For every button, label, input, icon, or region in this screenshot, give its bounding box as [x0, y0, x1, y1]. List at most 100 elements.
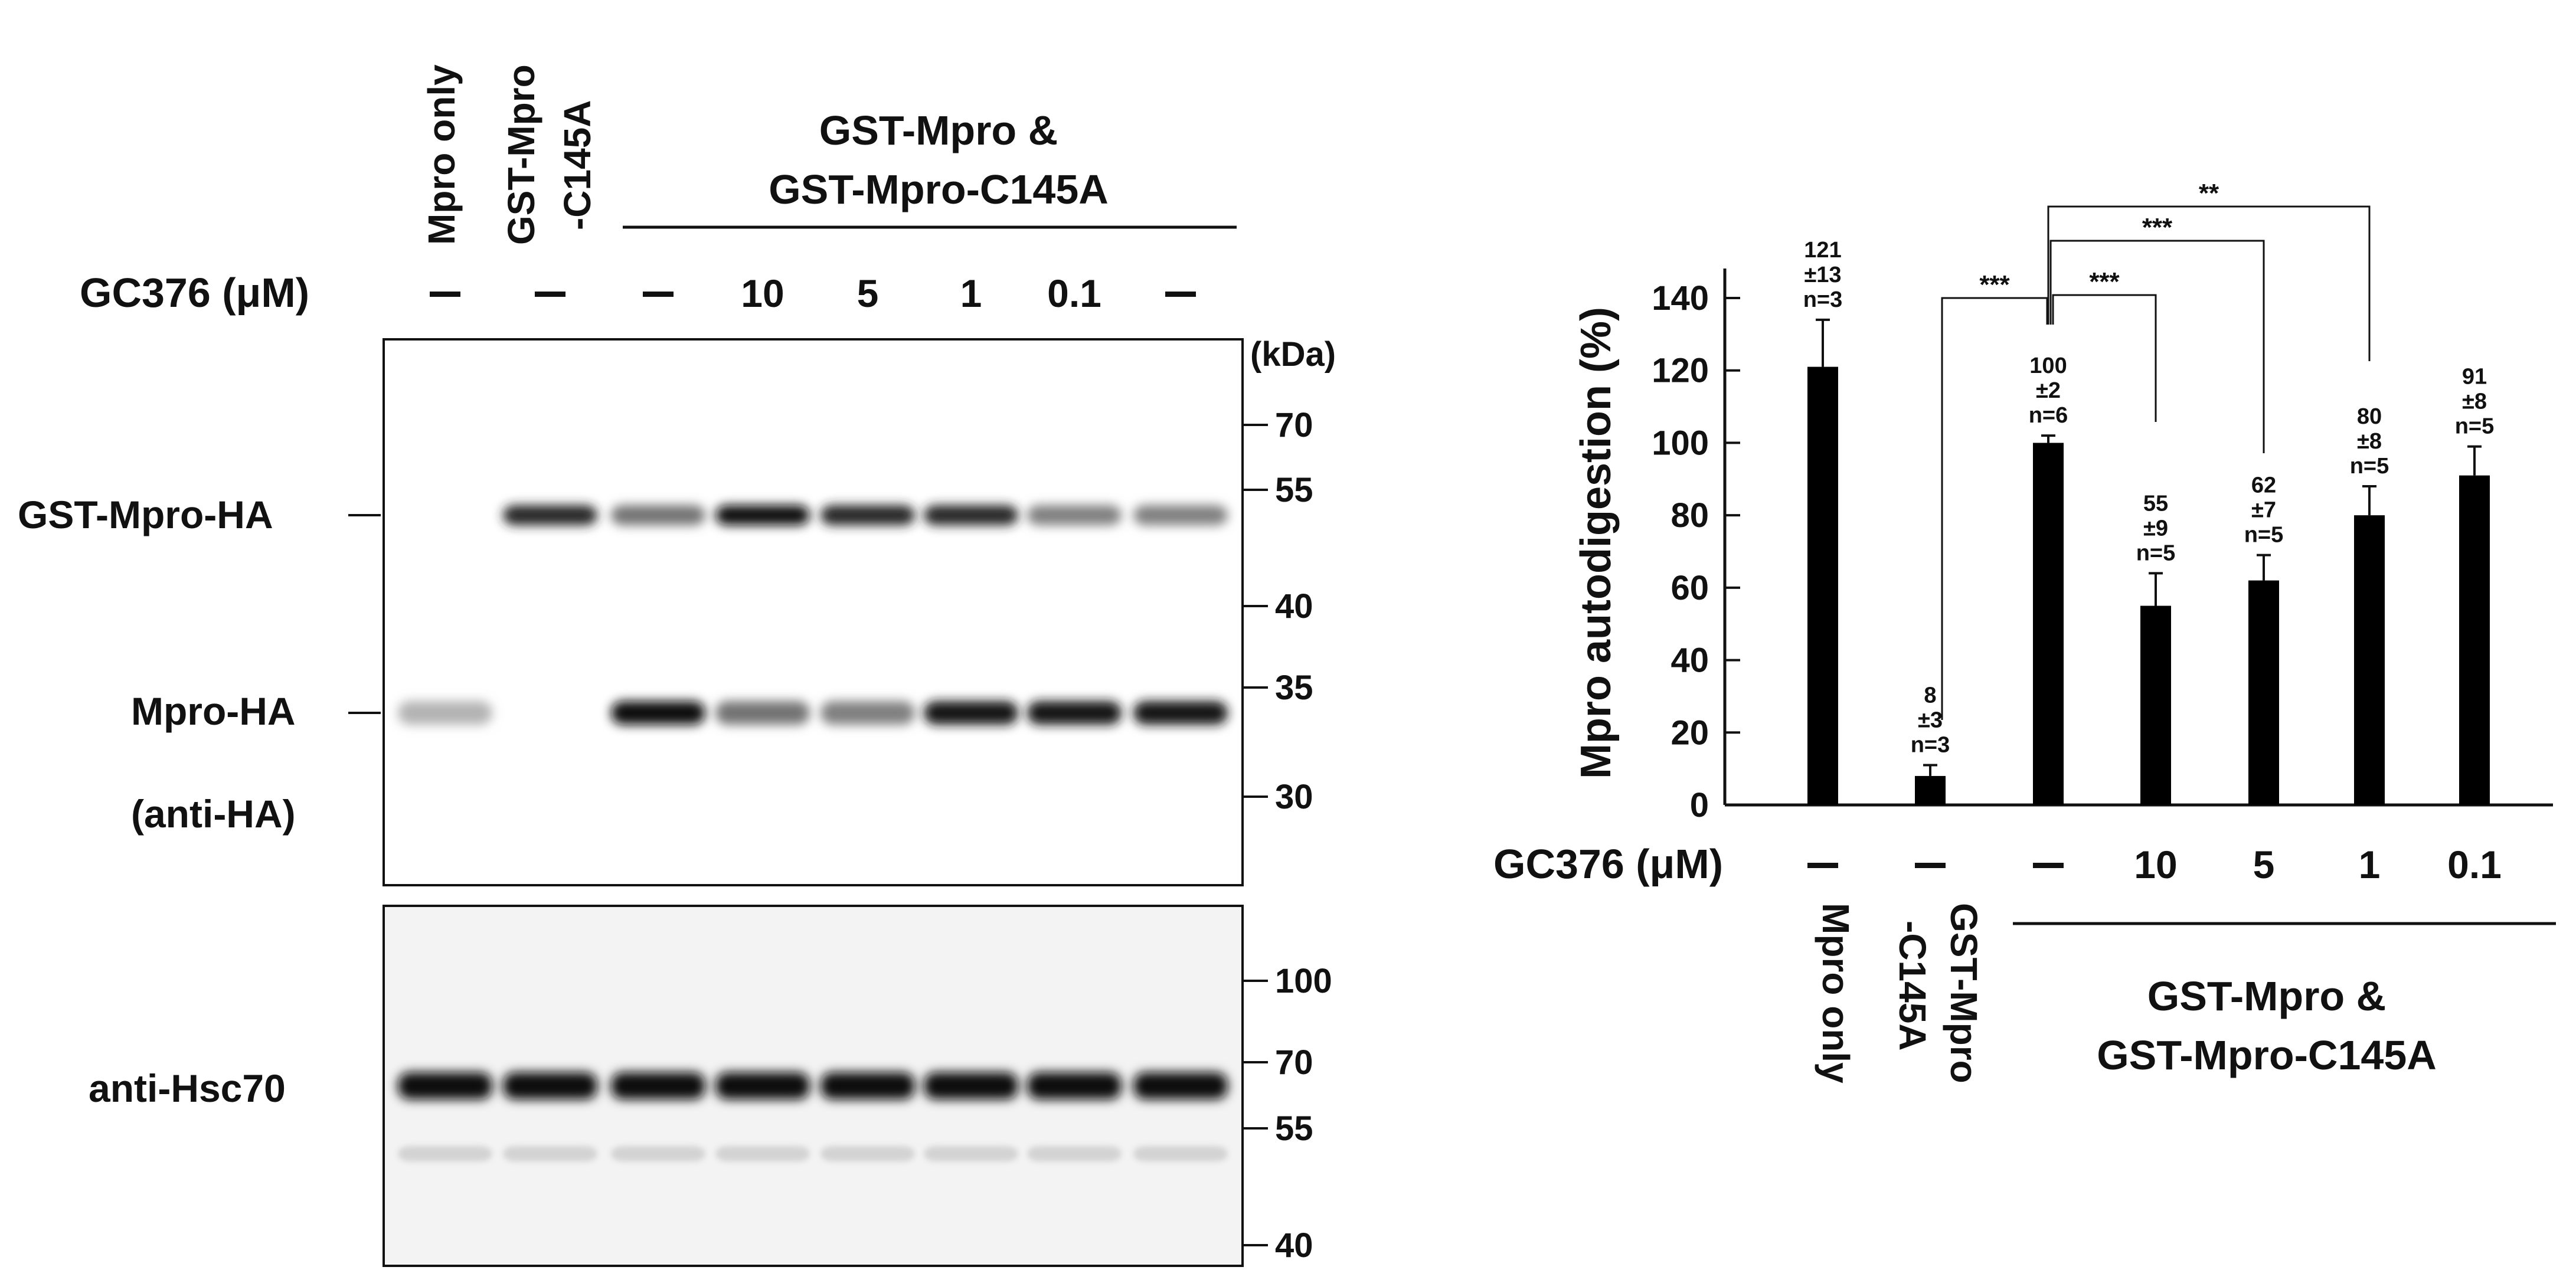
- bar-annotation: n=6: [2029, 403, 2068, 428]
- significance-bracket: [2052, 294, 2157, 422]
- significance-label: **: [2199, 179, 2219, 208]
- band-lane-6: [924, 1072, 1018, 1099]
- marker-40-hsc: 40: [1275, 1226, 1313, 1265]
- bar-annotation: n=3: [1803, 287, 1843, 312]
- band-lane-4: [715, 1072, 810, 1099]
- y-tick-label: 60: [1671, 569, 1709, 607]
- gst-mpro-ha-label: GST-Mpro-HA: [18, 493, 273, 536]
- band-lane-4: [715, 701, 810, 725]
- band-lane-8: [1133, 701, 1228, 725]
- bar: [2248, 580, 2279, 805]
- anti-ha-label: (anti-HA): [131, 792, 296, 836]
- chart-gc376-values: 10 5 1 0.1: [1807, 843, 2502, 886]
- chart-gc376-value: 5: [2253, 843, 2275, 886]
- band-lane-5: [820, 701, 915, 725]
- bar-annotation: 62: [2251, 473, 2276, 498]
- blot-gc376-value-dash: [430, 292, 460, 297]
- band-lane-5: [820, 1146, 915, 1161]
- y-tick-label: 80: [1671, 496, 1709, 535]
- band-lane-1: [398, 1072, 492, 1099]
- y-tick-label: 140: [1652, 279, 1709, 317]
- chart-group-label-line2: GST-Mpro-C145A: [2097, 1032, 2437, 1078]
- chart-gc376-label: GC376 (μM): [1493, 841, 1723, 887]
- band-lane-5: [820, 1072, 915, 1099]
- band-lane-7: [1027, 505, 1122, 525]
- marker-70-hsc: 70: [1275, 1043, 1313, 1082]
- group-label-line2: GST-Mpro-C145A: [769, 166, 1109, 212]
- bar-annotation: ±9: [2143, 516, 2168, 541]
- marker-100: 100: [1275, 962, 1332, 1000]
- lane-label-mpro-only: Mpro only: [420, 64, 463, 245]
- marker-30: 30: [1275, 778, 1313, 816]
- bar: [2033, 443, 2064, 805]
- bar-annotation: ±13: [1804, 263, 1841, 287]
- band-lane-4: [715, 1146, 810, 1161]
- x-label-mpro-only: Mpro only: [1815, 903, 1857, 1083]
- blot-gc376-value: 10: [741, 271, 784, 315]
- marker-55-hsc: 55: [1275, 1109, 1313, 1148]
- significance-bracket: [2049, 240, 2265, 453]
- chart-gc376-value: 0.1: [2447, 843, 2502, 886]
- band-lane-8: [1133, 505, 1228, 525]
- band-lane-5: [820, 505, 915, 525]
- band-lane-8: [1133, 1146, 1228, 1161]
- bar-annotation: n=3: [1911, 733, 1950, 758]
- bar-annotation: 80: [2357, 404, 2382, 429]
- y-ticks: 0 20 40 60 80 100 120 140: [1652, 279, 1740, 824]
- blot-gc376-value-dash: [1165, 292, 1196, 297]
- bar-annotation: ±2: [2036, 378, 2061, 403]
- marker-70: 70: [1275, 406, 1313, 444]
- band-lane-7: [1027, 1072, 1122, 1099]
- significance-bracket: [1941, 297, 2048, 720]
- mpro-ha-label: Mpro-HA: [131, 689, 296, 733]
- significance-label: ***: [2142, 213, 2173, 242]
- hsc-markers: 100 70 55 40: [1243, 962, 1332, 1265]
- ha-markers: 70 55 40 35 30: [1243, 406, 1313, 816]
- chart-gc376-value-dash: [1807, 863, 1838, 868]
- significance-label: ***: [2089, 267, 2120, 296]
- blot-gc376-value: 0.1: [1047, 271, 1101, 315]
- chart-gc376-value: 1: [2359, 843, 2381, 886]
- bar-annotation: ±8: [2462, 389, 2487, 414]
- bar: [2354, 515, 2385, 805]
- kda-label: (kDa): [1250, 335, 1336, 374]
- western-blot-panel: Mpro only GST-Mpro -C145A GST-Mpro & GST…: [18, 64, 1336, 1267]
- y-axis-label: Mpro autodigestion (%): [1573, 307, 1620, 779]
- band-lane-8: [1133, 1072, 1228, 1099]
- lane-label-gst-mpro-c145a-line1: GST-Mpro: [500, 64, 542, 245]
- bar-annotation: 121: [1804, 238, 1841, 263]
- bars: 121±13n=38±3n=3100±2n=655±9n=562±7n=580±…: [1803, 238, 2495, 805]
- bar-annotation: n=5: [2244, 523, 2284, 548]
- bar-annotation: 55: [2143, 491, 2168, 516]
- chart-gc376-value-dash: [2033, 863, 2064, 868]
- bar-annotation: ±8: [2357, 429, 2382, 454]
- y-tick-label: 100: [1652, 424, 1709, 462]
- bar-annotation: n=5: [2455, 414, 2495, 439]
- blot-gc376-value: 1: [960, 271, 982, 315]
- bar-annotation: n=5: [2136, 541, 2176, 565]
- blot-gc376-value-dash: [535, 292, 565, 297]
- band-lane-3: [611, 505, 705, 525]
- band-lane-1: [398, 701, 492, 725]
- marker-40: 40: [1275, 587, 1313, 626]
- bar: [2140, 605, 2171, 805]
- band-lane-2: [503, 1072, 597, 1099]
- bar-annotation: n=5: [2350, 454, 2389, 479]
- marker-55: 55: [1275, 471, 1313, 509]
- band-lane-7: [1027, 701, 1122, 725]
- band-lane-3: [611, 1072, 705, 1099]
- chart-gc376-value-dash: [1915, 863, 1946, 868]
- bar-annotation: 100: [2029, 353, 2067, 378]
- bar-annotation: 8: [1924, 683, 1936, 708]
- band-lane-3: [611, 1146, 705, 1161]
- x-label-gst-mpro-c145a-line2: -C145A: [1891, 921, 1934, 1051]
- anti-ha-bands: [398, 505, 1228, 725]
- x-label-gst-mpro-c145a-line1: GST-Mpro: [1943, 903, 1985, 1083]
- band-lane-1: [398, 1146, 492, 1161]
- bar: [1807, 366, 1838, 805]
- band-lane-3: [611, 701, 705, 725]
- band-lane-6: [924, 505, 1018, 525]
- y-tick-label: 40: [1671, 641, 1709, 680]
- chart-group-label-line1: GST-Mpro &: [2147, 973, 2386, 1019]
- blot-gc376-value-dash: [643, 292, 674, 297]
